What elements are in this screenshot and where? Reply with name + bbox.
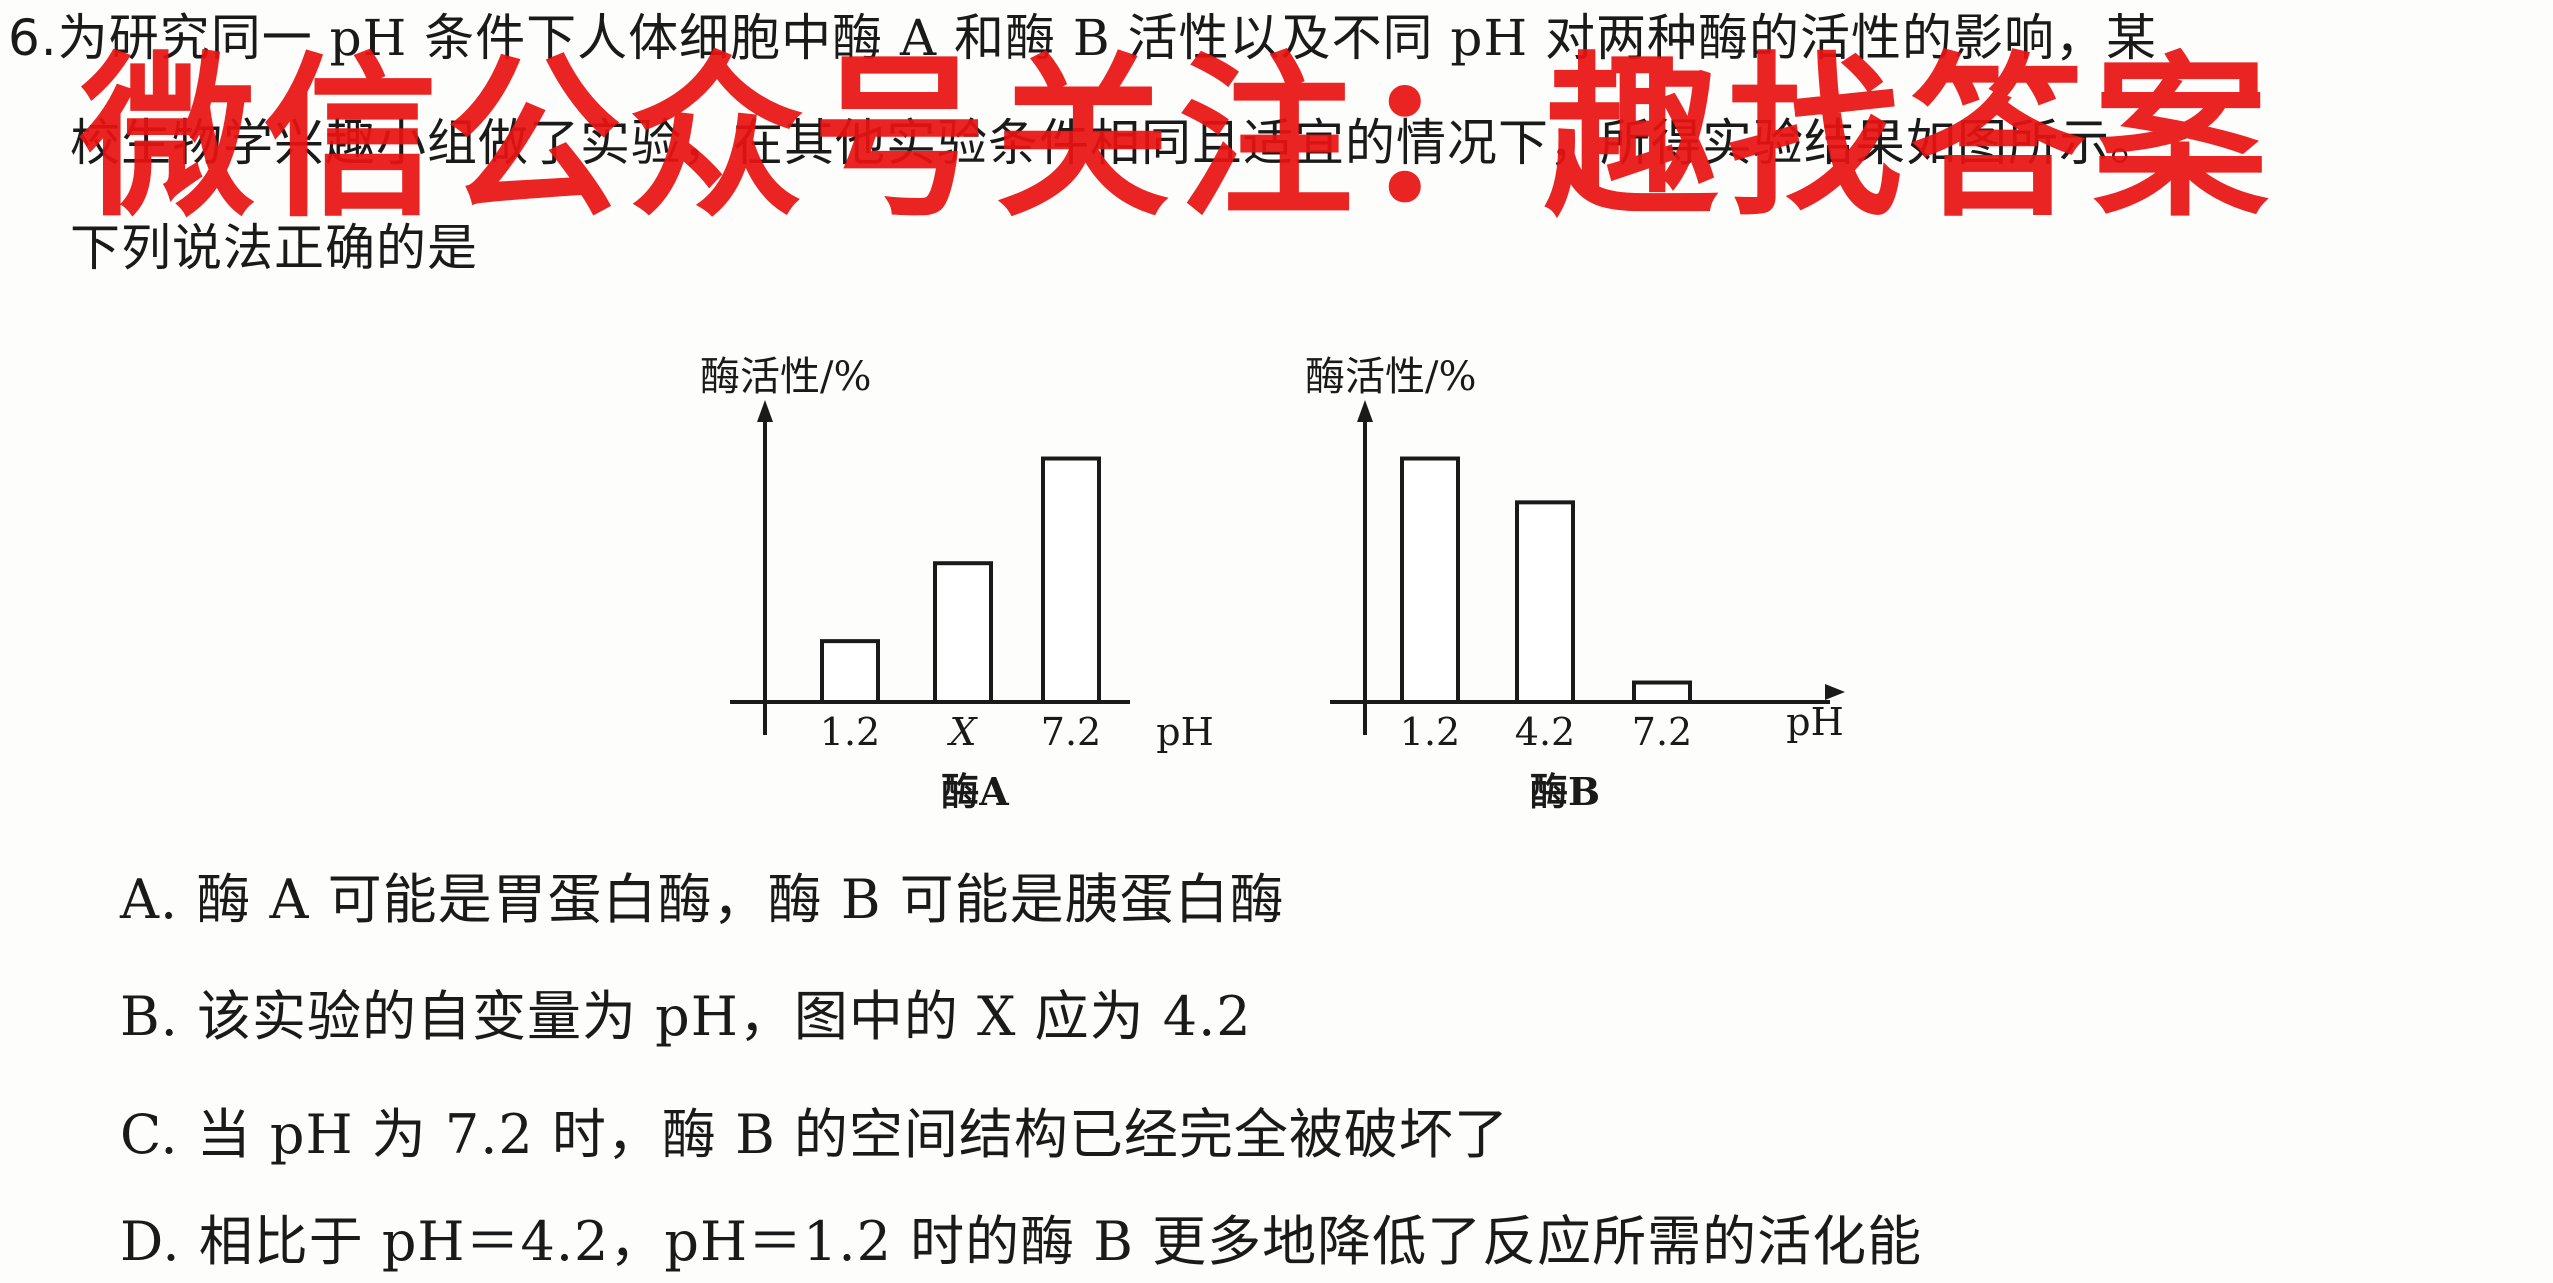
chart-b-tick-label-1: 1.2: [1400, 710, 1460, 754]
question-stem-line-3: 下列说法正确的是: [70, 219, 478, 277]
chart-b-caption: 酶B: [1530, 769, 1600, 814]
chart-a-y-axis-label: 酶活性/%: [700, 354, 871, 400]
chart-b-tick-label-2: 4.2: [1515, 710, 1575, 754]
option-c[interactable]: C. 当 pH 为 7.2 时，酶 B 的空间结构已经完全被破坏了: [120, 1103, 1509, 1166]
chart-a-caption: 酶A: [941, 769, 1009, 814]
chart-b-bar-1: [1400, 456, 1460, 704]
question-stem-line-1: 6.为研究同一 pH 条件下人体细胞中酶 A 和酶 B 活性以及不同 pH 对两…: [8, 8, 2157, 68]
chart-a-bar-2: [933, 561, 993, 704]
chart-b-tick-label-3: 7.2: [1632, 710, 1692, 754]
chart-a-bar-1: [820, 639, 880, 704]
chart-a-tick-label-2: X: [946, 710, 978, 754]
chart-a-tick-label-1: 1.2: [820, 710, 880, 754]
chart-b-bar-2: [1515, 500, 1575, 704]
chart-a-bar-3: [1041, 456, 1101, 704]
option-d[interactable]: D. 相比于 pH＝4.2，pH＝1.2 时的酶 B 更多地降低了反应所需的活化…: [120, 1210, 1923, 1273]
chart-a-y-axis-arrow: [757, 400, 773, 422]
chart-enzyme-a: 酶活性/% 1.2 X 7.2 pH 酶A: [700, 354, 1214, 814]
option-a[interactable]: A. 酶 A 可能是胃蛋白酶，酶 B 可能是胰蛋白酶: [120, 868, 1285, 931]
chart-b-x-axis-arrow: [1825, 684, 1845, 700]
chart-a-tick-label-3: 7.2: [1041, 710, 1101, 754]
stem-text-1: 为研究同一 pH 条件下人体细胞中酶 A 和酶 B 活性以及不同 pH 对两种酶…: [57, 9, 2157, 67]
question-stem-line-2: 校生物学兴趣小组做了实验，在其他实验条件相同且适宜的情况下，所得实验结果如图所示…: [70, 114, 2161, 172]
question-number: 6.: [8, 9, 58, 67]
chart-b-y-axis-arrow: [1357, 400, 1373, 422]
chart-b-y-axis-label: 酶活性/%: [1305, 354, 1476, 400]
chart-b-x-axis-label: pH: [1786, 700, 1843, 744]
chart-enzyme-b: 酶活性/% 1.2 4.2 7.2 pH 酶B: [1305, 354, 1845, 814]
chart-b-bar-3: [1632, 680, 1692, 704]
chart-a-x-axis-label: pH: [1156, 710, 1213, 754]
option-b[interactable]: B. 该实验的自变量为 pH，图中的 X 应为 4.2: [120, 985, 1252, 1048]
